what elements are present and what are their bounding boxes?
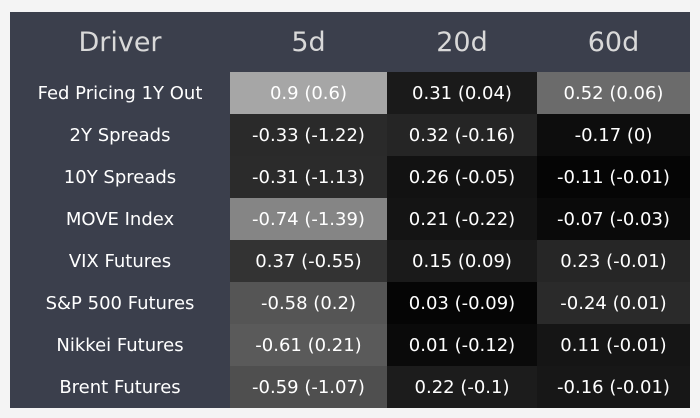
value-cell: -0.33 (-1.22): [230, 114, 387, 156]
value-cell: 0.01 (-0.12): [387, 324, 537, 366]
value-cell: 0.9 (0.6): [230, 72, 387, 114]
value-cell: 0.11 (-0.01): [537, 324, 690, 366]
driver-label: Brent Futures: [59, 376, 181, 398]
value-cell: 0.52 (0.06): [537, 72, 690, 114]
value-cell: -0.16 (-0.01): [537, 366, 690, 408]
column-header: 60d: [587, 26, 640, 58]
driver-label: 2Y Spreads: [69, 124, 171, 146]
column-header: Driver: [78, 26, 162, 58]
value-cell: -0.31 (-1.13): [230, 156, 387, 198]
value-cell: 0.31 (0.04): [387, 72, 537, 114]
value-cell: 0.22 (-0.1): [387, 366, 537, 408]
value-cell: -0.17 (0): [537, 114, 690, 156]
column-header: 5d: [291, 26, 326, 58]
value-cell: -0.61 (0.21): [230, 324, 387, 366]
value-cell: -0.07 (-0.03): [537, 198, 690, 240]
value-cell: 0.15 (0.09): [387, 240, 537, 282]
value-cell: -0.59 (-1.07): [230, 366, 387, 408]
value-cell: -0.74 (-1.39): [230, 198, 387, 240]
value-cell: 0.23 (-0.01): [537, 240, 690, 282]
value-cell: -0.24 (0.01): [537, 282, 690, 324]
value-cell: 0.03 (-0.09): [387, 282, 537, 324]
column-header: 20d: [436, 26, 488, 58]
value-cell: 0.37 (-0.55): [230, 240, 387, 282]
driver-label: 10Y Spreads: [63, 166, 177, 188]
driver-label: S&P 500 Futures: [45, 292, 195, 314]
value-cell: -0.11 (-0.01): [537, 156, 690, 198]
table: Driver 5d 20d 60d Fed Pricing 1Y Out 0.9 (0.6…: [10, 12, 690, 408]
driver-label: MOVE Index: [65, 208, 175, 230]
driver-label: Nikkei Futures: [56, 334, 184, 356]
value-cell: -0.58 (0.2): [230, 282, 387, 324]
value-cell: 0.21 (-0.22): [387, 198, 537, 240]
value-cell: 0.32 (-0.16): [387, 114, 537, 156]
driver-label: VIX Futures: [68, 250, 172, 272]
value-cell: 0.26 (-0.05): [387, 156, 537, 198]
driver-label: Fed Pricing 1Y Out: [37, 82, 203, 104]
